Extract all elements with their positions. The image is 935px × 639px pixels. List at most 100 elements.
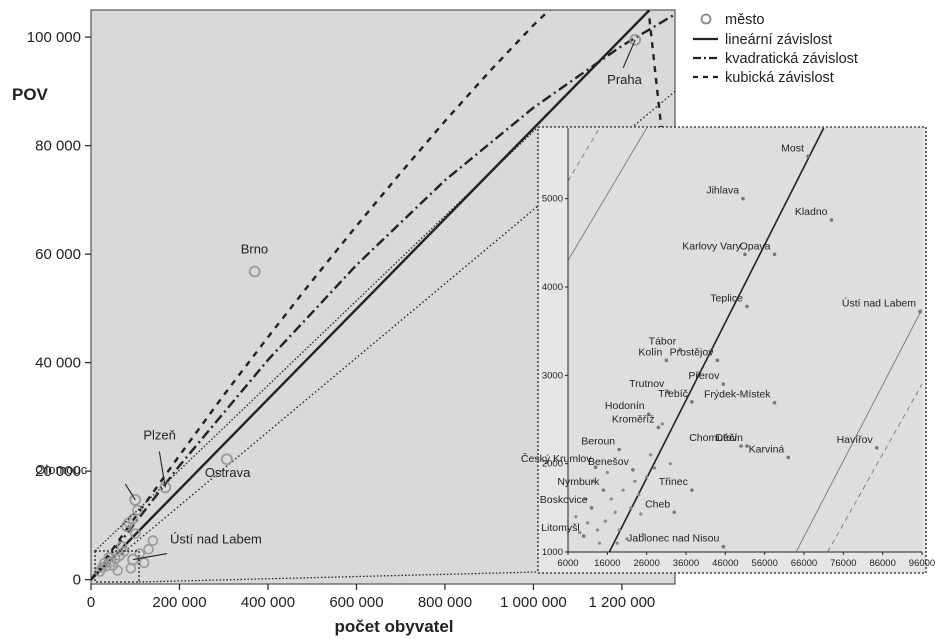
inset-city-point-3 [773, 253, 777, 257]
city-label-1: Brno [241, 242, 268, 257]
inset-city-point [606, 471, 609, 474]
inset-city-label-13: Frýdek-Místek [704, 389, 771, 401]
inset-city-label-26: Cheb [645, 498, 670, 510]
y-tick-label: 80 000 [35, 138, 81, 155]
legend: město lineární závislost kvadratická záv… [693, 12, 858, 86]
inset-x-tick-label: 16000 [594, 558, 620, 569]
inset-x-tick-label: 96000 [909, 558, 935, 569]
inset-y-tick-label: 3000 [542, 370, 563, 381]
inset-city-point-0 [806, 154, 810, 158]
x-tick-label: 800 000 [418, 594, 472, 611]
x-tick-label: 200 000 [152, 594, 206, 611]
inset-city-point-17 [617, 448, 621, 452]
inset-city-point-20 [875, 446, 879, 450]
inset-city-point [653, 466, 656, 469]
inset-y-tick-label: 1000 [542, 547, 563, 558]
inset-city-label-15: Kroměříž [612, 413, 655, 425]
inset-city-point [661, 422, 664, 425]
inset-city-label-18: Chomutov [689, 432, 738, 444]
inset-city-point [618, 528, 621, 531]
x-tick-label: 0 [87, 594, 95, 611]
inset-city-point-15 [657, 426, 661, 430]
inset-city-label-5: Teplice [710, 292, 743, 304]
x-tick-label: 1 200 000 [589, 594, 656, 611]
inset-city-label-23: Nymburk [557, 476, 600, 488]
y-axis-title: POV [12, 85, 49, 104]
inset-city-point-23 [602, 488, 606, 492]
legend-label-linear: lineární závislost [725, 32, 832, 48]
inset-city-point [610, 497, 613, 500]
y-tick-label: 60 000 [35, 246, 81, 263]
legend-label-quadratic: kvadratická závislost [725, 51, 858, 67]
inset-city-point-22 [631, 468, 635, 472]
inset-city-point-4 [743, 253, 747, 257]
inset-city-point [637, 493, 640, 496]
inset-x-tick-label: 6000 [557, 558, 578, 569]
inset-city-point-26 [672, 510, 676, 514]
inset-city-point [649, 453, 652, 456]
inset-x-tick-label: 36000 [673, 558, 699, 569]
inset-city-point-27 [582, 534, 586, 538]
inset-city-label-24: Třinec [659, 476, 688, 488]
inset-city-point [645, 475, 648, 478]
inset-y-tick-label: 4000 [542, 282, 563, 293]
inset-city-label-10: Přerov [688, 370, 720, 382]
city-label-2: Ostrava [205, 465, 251, 480]
inset-city-point [669, 462, 672, 465]
inset-city-point [596, 528, 599, 531]
legend-label-city: město [725, 12, 765, 28]
y-tick-label: 40 000 [35, 355, 81, 372]
inset-city-label-4: Karlovy Vary [682, 240, 741, 252]
inset-city-point-6 [918, 310, 922, 314]
inset-city-point-28 [722, 545, 726, 549]
inset-city-label-27: Litomyšl [541, 522, 580, 534]
inset-city-point-25 [590, 506, 594, 510]
x-tick-label: 1 000 000 [500, 594, 567, 611]
inset-x-tick-label: 66000 [791, 558, 817, 569]
inset-city-point-13 [773, 401, 777, 405]
inset-y-tick-label: 5000 [542, 194, 563, 205]
y-tick-label: 0 [73, 572, 81, 589]
y-tick-label: 20 000 [35, 463, 81, 480]
inset-city-point [639, 512, 642, 515]
city-label-3: Plzeň [143, 427, 176, 442]
inset-plot-background [568, 128, 922, 552]
inset-city-label-8: Kolín [638, 346, 662, 358]
inset-city-label-19: Karviná [749, 443, 785, 455]
legend-label-cubic: kubická závislost [725, 70, 834, 86]
inset-city-point [604, 519, 607, 522]
inset-city-point [598, 542, 601, 545]
inset-city-point-2 [830, 218, 834, 222]
inset-city-point [614, 511, 617, 514]
legend-marker-city [702, 15, 711, 24]
inset-city-label-22: Benešov [588, 456, 630, 468]
inset-city-label-28: Jablonec nad Nisou [627, 533, 719, 545]
inset-y-tick-label: 2000 [542, 459, 563, 470]
inset-city-point-1 [741, 197, 745, 201]
inset-city-point [586, 521, 589, 524]
y-tick-label: 100 000 [27, 29, 81, 46]
city-label-5: Ústí nad Labem [170, 532, 262, 547]
inset-city-point [616, 542, 619, 545]
inset-city-point [629, 506, 632, 509]
inset-city-point [574, 515, 577, 518]
x-axis-title: počet obyvatel [334, 617, 453, 636]
inset-city-point [621, 489, 624, 492]
inset-city-label-17: Beroun [581, 436, 615, 448]
city-label-0: Praha [607, 72, 642, 87]
inset-x-tick-label: 46000 [712, 558, 738, 569]
x-tick-label: 600 000 [329, 594, 383, 611]
inset-city-label-3: Opava [740, 240, 771, 252]
inset-city-label-9: Prostějov [670, 346, 715, 358]
inset-city-label-25: Boskovice [540, 494, 588, 506]
inset-city-point-19 [786, 456, 790, 460]
inset-x-tick-label: 76000 [830, 558, 856, 569]
inset-city-label-6: Ústí nad Labem [842, 297, 916, 310]
inset-city-point-5 [745, 305, 749, 309]
inset-city-point-10 [722, 382, 726, 386]
inset-city-point [633, 480, 636, 483]
inset-city-label-12: Třebíč [658, 388, 688, 400]
inset-city-label-2: Kladno [795, 206, 828, 218]
inset-city-label-14: Hodonín [605, 400, 645, 412]
